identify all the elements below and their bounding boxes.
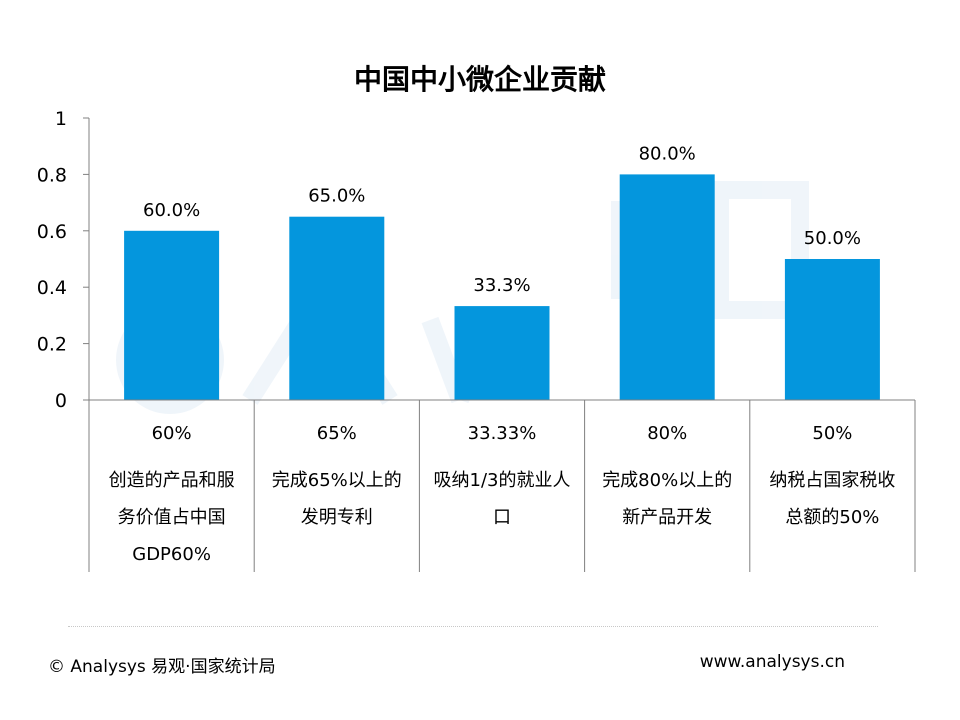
bar: [454, 306, 550, 400]
table-description-line: 务价值占中国: [118, 507, 226, 528]
table-description-line: 发明专利: [301, 507, 373, 528]
y-tick-label: 0.2: [37, 334, 67, 356]
table-description-line: 完成65%以上的: [272, 470, 402, 491]
data-label: 80.0%: [639, 143, 696, 164]
table-description-line: 纳税占国家税收: [769, 470, 895, 491]
table-value: 50%: [812, 423, 852, 444]
table-description-line: 完成80%以上的: [602, 470, 732, 491]
table-description-line: 口: [493, 507, 511, 528]
table-value: 60%: [152, 423, 192, 444]
table-description-line: 总额的50%: [785, 507, 879, 528]
data-label: 65.0%: [308, 186, 365, 207]
data-label: 33.3%: [473, 275, 530, 296]
footer-source: © Analysys 易观·国家统计局: [48, 657, 276, 677]
bar: [124, 230, 220, 400]
table-value: 80%: [647, 423, 687, 444]
y-tick-label: 1: [55, 108, 67, 130]
table-value: 33.33%: [468, 423, 537, 444]
table-description-line: 新产品开发: [622, 507, 712, 528]
data-label: 50.0%: [804, 228, 861, 249]
footer-divider: [68, 626, 878, 627]
y-tick-label: 0.8: [37, 164, 67, 186]
y-tick-label: 0.4: [37, 277, 67, 299]
bar: [784, 259, 880, 400]
footer-website: www.analysys.cn: [699, 652, 845, 672]
bar: [619, 174, 715, 400]
bar: [289, 216, 385, 400]
bar-chart: 0 0.2 0.4 0.6 0.8 1 60.0% 65.0% 33.3% 80.0% 50.0% 6…: [37, 108, 916, 572]
table-description-line: GDP60%: [132, 544, 211, 565]
y-tick-label: 0.6: [37, 221, 67, 243]
table-description-line: 创造的产品和服: [109, 470, 235, 491]
data-label: 60.0%: [143, 200, 200, 221]
table-description-line: 吸纳1/3的就业人: [434, 470, 571, 491]
chart-title: 中国中小微企业贡献: [353, 63, 606, 96]
table-value: 65%: [317, 423, 357, 444]
y-tick-label: 0: [55, 390, 67, 412]
